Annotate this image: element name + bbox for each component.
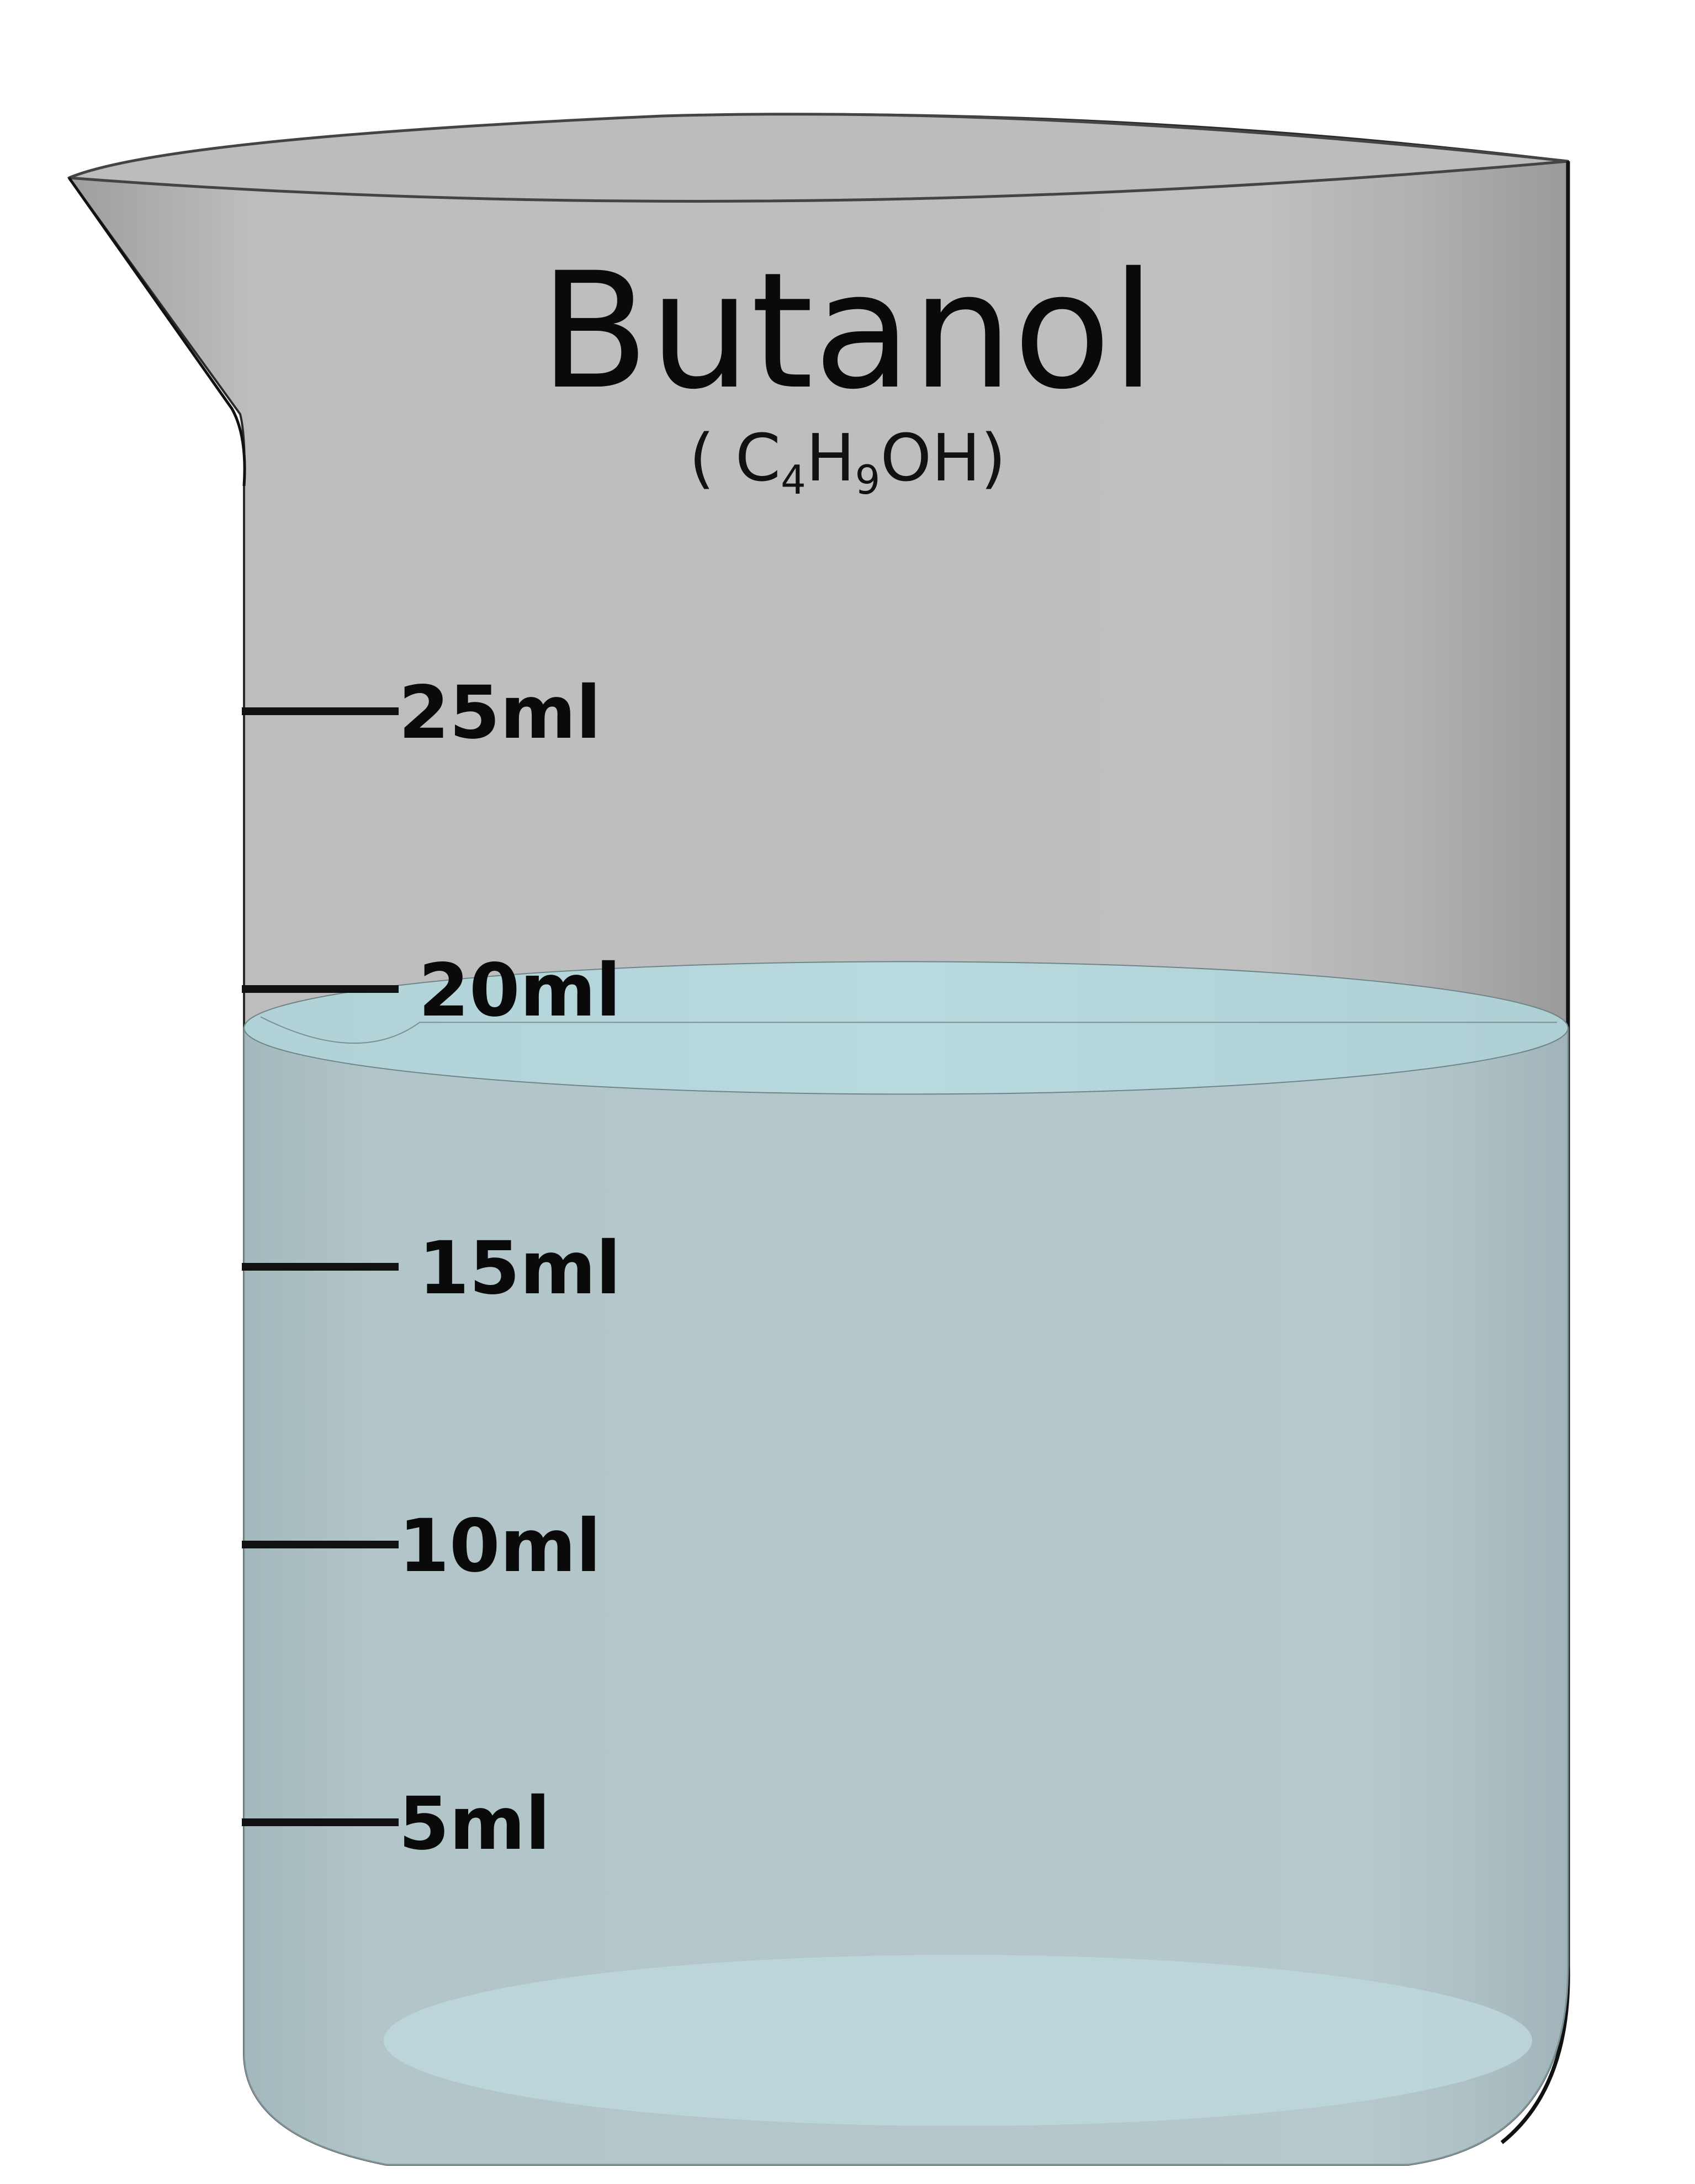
scale-label-10ml: 10ml [399,1504,601,1589]
liquid-surface [243,961,1569,1095]
volume-scale: 25ml 20ml 15ml 10ml 5ml [242,670,621,1866]
chemical-formula: ( C4H9OH) [689,420,1006,503]
formula-h-subscript: 9 [855,457,881,503]
liquid-body [243,1027,1569,2166]
formula-h: H [806,420,855,496]
liquid-bottom-highlight [384,1955,1532,2126]
substance-name: Butanol [539,239,1156,425]
liquid-meniscus [260,1016,1557,1044]
scale-label-15ml: 15ml [419,1226,621,1311]
formula-open: ( [689,420,735,496]
scale-label-5ml: 5ml [399,1781,550,1866]
liquid [243,961,1569,2166]
formula-c-subscript: 4 [781,457,806,503]
glass-spout [67,177,246,486]
glass-rim [68,113,1569,203]
formula-rest: OH) [880,420,1006,496]
scale-label-25ml: 25ml [399,670,601,755]
formula-c: C [735,420,781,496]
scale-label-20ml: 20ml [419,948,621,1033]
